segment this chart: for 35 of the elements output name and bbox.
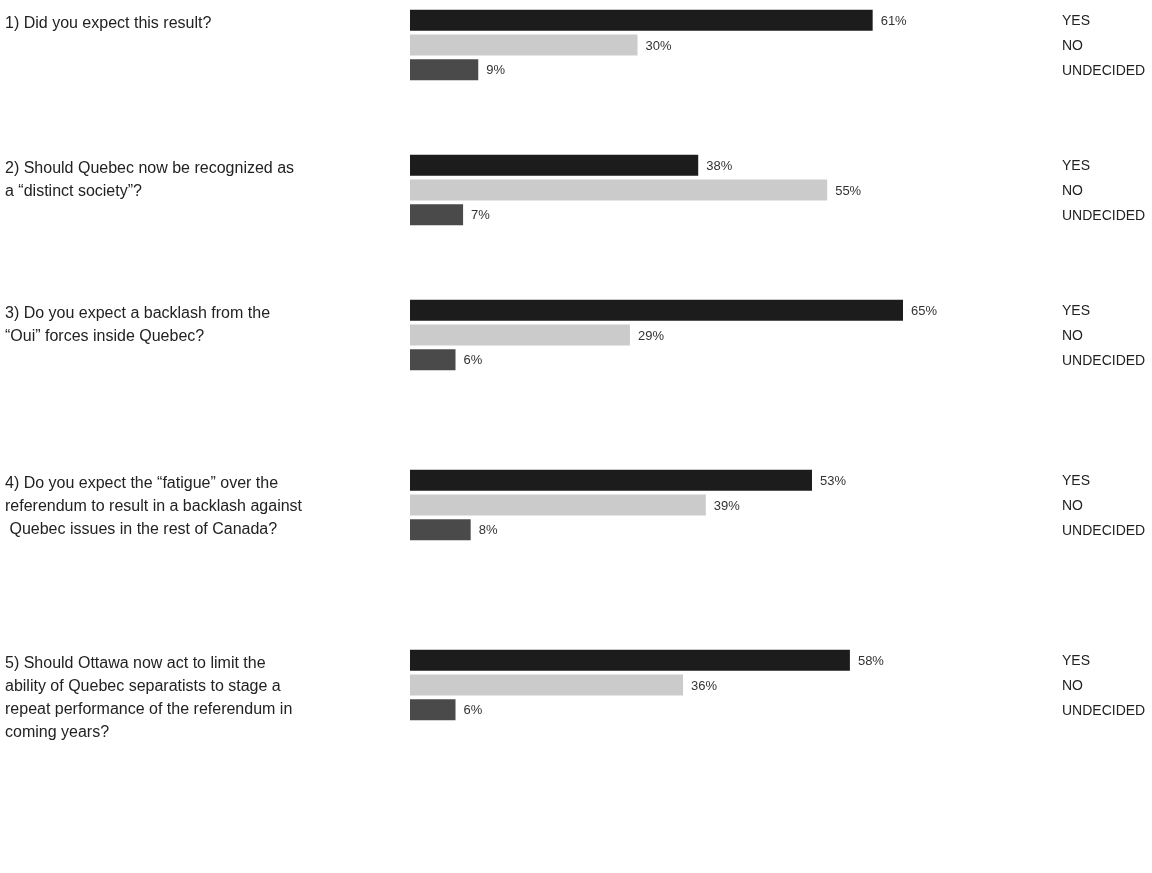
y-tick-label: UNDECIDED	[1062, 701, 1146, 718]
y-tick-label: UNDECIDED	[1062, 206, 1146, 223]
y-axis-title: 5) Should Ottawa now act to limit the ability of Quebec separatists to stage a repeat performance of the referendum in coming years?	[5, 654, 297, 740]
data-label: 7%	[471, 207, 491, 223]
y-tick-label: NO	[1062, 327, 1084, 343]
y-tick-label: UNDECIDED	[1062, 61, 1146, 78]
y-axis-title: 1) Did you expect this result?	[5, 14, 212, 31]
data-label: 6%	[463, 702, 483, 718]
y-tick-label: NO	[1062, 677, 1084, 693]
y-tick-label: YES	[1062, 652, 1091, 669]
y-axis-title: 3) Do you expect a backlash from the “Oui” forces inside Quebec?	[5, 304, 275, 344]
data-label: 58%	[857, 652, 885, 668]
data-label: 65%	[911, 302, 938, 318]
y-tick-label: YES	[1062, 12, 1091, 29]
data-label: 39%	[713, 497, 741, 513]
data-label: 36%	[691, 677, 718, 693]
data-label: 30%	[645, 37, 672, 53]
data-label: 9%	[486, 62, 506, 78]
data-label: 53%	[819, 472, 847, 488]
y-tick-label: YES	[1062, 302, 1091, 319]
data-label: 6%	[463, 352, 483, 368]
y-tick-label: NO	[1062, 497, 1084, 513]
y-tick-label: UNDECIDED	[1062, 521, 1146, 538]
data-label: 55%	[835, 182, 862, 198]
y-tick-label: UNDECIDED	[1062, 351, 1146, 368]
data-label: 29%	[637, 327, 665, 343]
y-axis-title: 2) Should Quebec now be recognized as a “distinct society”?	[5, 159, 299, 199]
data-label: 61%	[880, 12, 908, 28]
data-label: 8%	[478, 522, 498, 538]
data-label: 38%	[706, 157, 733, 173]
y-tick-label: NO	[1062, 37, 1084, 53]
y-tick-label: NO	[1062, 182, 1084, 198]
y-axis-title: 4) Do you expect the “fatigue” over the referendum to result in a backlash against Quebec issues in the rest of Canada?	[5, 474, 303, 537]
y-tick-label: YES	[1062, 157, 1091, 174]
y-tick-label: YES	[1062, 472, 1091, 489]
